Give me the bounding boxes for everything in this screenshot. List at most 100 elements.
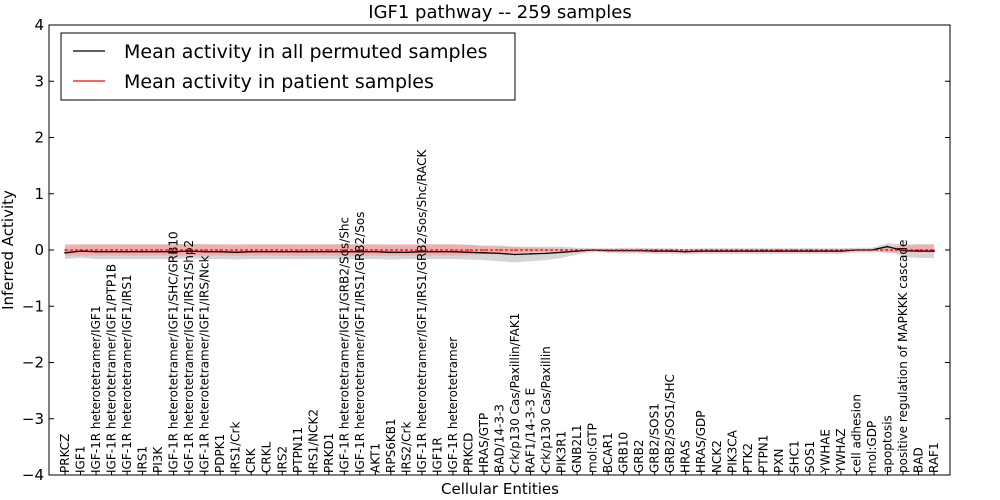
x-tick-label: mol:GDP — [865, 421, 879, 473]
point-permuted — [917, 250, 920, 252]
point-patient — [684, 249, 687, 251]
point-patient — [141, 249, 144, 251]
point-permuted — [157, 250, 159, 253]
point-permuted — [343, 250, 346, 253]
legend-box — [60, 32, 516, 101]
point-permuted — [545, 252, 547, 255]
x-tick-label: IGF1 — [74, 446, 88, 473]
point-patient — [467, 249, 470, 251]
point-patient — [126, 249, 128, 251]
point-patient — [762, 249, 765, 251]
point-permuted — [390, 251, 392, 254]
point-patient — [250, 249, 252, 251]
x-tick-label: HRAS/GDP — [694, 410, 708, 473]
point-permuted — [653, 250, 656, 252]
point-permuted — [669, 250, 671, 252]
point-patient — [281, 249, 284, 251]
x-tick-label: positive regulation of MAPKKK cascade — [896, 240, 910, 473]
x-tick-label: IRS2 — [275, 446, 289, 473]
x-tick-label: IRS1/NCK2 — [306, 409, 320, 473]
point-permuted — [886, 245, 889, 248]
x-tick-label: IGF-1R heterotetramer/IGF1/IRS/Nck — [198, 255, 212, 473]
y-tick-label: −3 — [22, 410, 44, 428]
x-tick-label: PRKCD — [462, 433, 476, 473]
y-tick-label: 1 — [34, 185, 44, 203]
x-tick-label: IGF1R — [430, 437, 444, 473]
point-patient — [297, 249, 299, 251]
x-tick-label: PTPN11 — [291, 427, 305, 473]
point-patient — [778, 249, 780, 251]
point-patient — [328, 249, 330, 251]
x-tick-label: Crk/p130 Cas/Paxillin/FAK1 — [508, 313, 522, 473]
point-patient — [622, 249, 625, 251]
point-permuted — [281, 250, 284, 253]
point-patient — [483, 249, 485, 251]
y-tick-label: 4 — [34, 16, 44, 34]
point-permuted — [731, 250, 734, 252]
point-permuted — [203, 250, 206, 253]
point-patient — [157, 249, 159, 251]
point-permuted — [79, 250, 82, 252]
point-permuted — [762, 250, 765, 252]
x-tick-label: PTPN1 — [756, 435, 770, 473]
point-patient — [902, 249, 904, 251]
point-patient — [653, 249, 656, 251]
point-patient — [64, 249, 66, 251]
point-permuted — [716, 250, 718, 252]
point-permuted — [684, 250, 687, 253]
x-tick-label: IRS2/Crk — [399, 422, 413, 473]
x-tick-label: RPS6KB1 — [384, 418, 398, 473]
x-tick-label: IGF-1R heterotetramer/IGF1/IRS1/Shp2 — [182, 240, 196, 473]
point-permuted — [297, 250, 299, 253]
point-patient — [421, 249, 423, 251]
x-tick-label: PTK2 — [741, 443, 755, 473]
x-tick-label: IGF-1R heterotetramer/IGF1/IRS1 — [120, 274, 134, 473]
chart-title: IGF1 pathway -- 259 samples — [368, 2, 631, 23]
legend: Mean activity in all permuted samples Mea… — [60, 32, 516, 101]
point-permuted — [793, 250, 796, 252]
x-tick-label: RAF1/14-3-3 E — [524, 388, 538, 473]
point-permuted — [529, 253, 532, 255]
x-tick-label: PDPK1 — [213, 434, 227, 473]
point-permuted — [64, 252, 66, 254]
point-patient — [933, 249, 935, 251]
point-permuted — [840, 250, 842, 252]
point-patient — [529, 249, 532, 251]
x-tick-label: NCK2 — [710, 440, 724, 473]
x-tick-label: IGF-1R heterotetramer/IGF1/PTP1B — [105, 264, 119, 473]
x-tick-label: RAF1 — [927, 442, 941, 473]
point-patient — [840, 249, 842, 251]
point-permuted — [824, 250, 827, 252]
point-permuted — [172, 250, 175, 253]
point-permuted — [141, 250, 144, 253]
x-tick-label: IGF-1R heterotetramer/IGF1 — [89, 306, 103, 473]
x-tick-label: GRB2/SOS1 — [648, 403, 662, 473]
point-patient — [591, 249, 594, 251]
point-patient — [560, 249, 563, 251]
x-tick-label: cell adhesion — [849, 394, 863, 473]
x-tick-label: PI3K — [151, 446, 165, 473]
point-patient — [172, 249, 175, 251]
legend-label-patient: Mean activity in patient samples — [124, 71, 434, 93]
point-permuted — [359, 250, 361, 253]
point-permuted — [126, 250, 128, 253]
point-patient — [95, 249, 97, 251]
point-permuted — [809, 250, 811, 252]
x-axis-title: Cellular Entities — [441, 480, 559, 498]
point-patient — [700, 249, 702, 251]
x-tick-label: CRK — [244, 447, 258, 473]
point-permuted — [265, 250, 268, 253]
x-tick-label: PIK3R1 — [555, 431, 569, 473]
point-patient — [110, 249, 113, 251]
point-permuted — [778, 250, 780, 252]
point-patient — [79, 249, 82, 251]
x-tick-label: GRB2/SOS1/SHC — [663, 374, 677, 473]
point-permuted — [576, 250, 578, 252]
y-tick-label: 0 — [34, 241, 44, 259]
x-tick-label: IRS1 — [136, 446, 150, 473]
y-axis-title: Inferred Activity — [0, 190, 17, 310]
point-patient — [716, 249, 718, 251]
point-patient — [312, 249, 315, 251]
x-tick-label: Crk/p130 Cas/Paxillin — [539, 346, 553, 473]
point-patient — [405, 249, 408, 251]
